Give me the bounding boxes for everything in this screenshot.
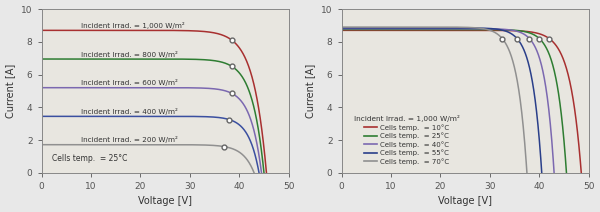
Text: Incident Irrad. = 200 W/m²: Incident Irrad. = 200 W/m² (81, 136, 178, 143)
X-axis label: Voltage [V]: Voltage [V] (438, 197, 492, 206)
Legend: Cells temp.  = 10°C, Cells temp.  = 25°C, Cells temp.  = 40°C, Cells temp.  = 55: Cells temp. = 10°C, Cells temp. = 25°C, … (353, 114, 461, 166)
X-axis label: Voltage [V]: Voltage [V] (138, 197, 192, 206)
Text: Incident Irrad. = 1,000 W/m²: Incident Irrad. = 1,000 W/m² (81, 22, 185, 29)
Y-axis label: Current [A]: Current [A] (5, 64, 16, 118)
Text: Incident Irrad. = 800 W/m²: Incident Irrad. = 800 W/m² (81, 51, 178, 58)
Text: Cells temp.  = 25°C: Cells temp. = 25°C (52, 154, 127, 163)
Text: Incident Irrad. = 600 W/m²: Incident Irrad. = 600 W/m² (81, 79, 178, 86)
Text: Incident Irrad. = 400 W/m²: Incident Irrad. = 400 W/m² (81, 108, 178, 115)
Y-axis label: Current [A]: Current [A] (305, 64, 316, 118)
